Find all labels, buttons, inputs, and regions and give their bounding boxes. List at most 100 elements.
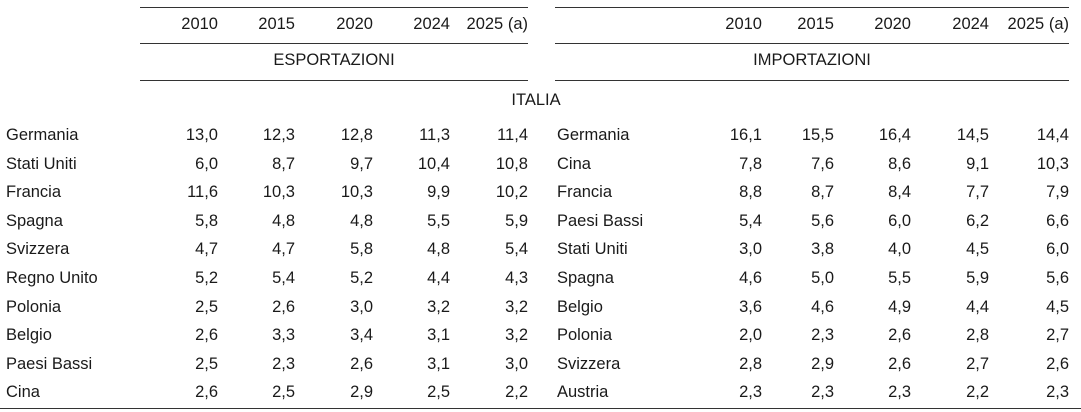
export-value: 3,1 [427,355,450,373]
import-value: 2,9 [811,355,834,373]
export-value: 5,2 [350,269,373,287]
import-year-header: 2024 [952,15,989,33]
import-value: 2,0 [739,326,762,344]
top-rule-imports [555,7,1069,8]
import-value: 3,8 [811,240,834,258]
export-value: 5,8 [350,240,373,258]
export-value: 4,8 [272,212,295,230]
import-value: 16,4 [878,126,911,144]
export-country: Francia [6,183,62,201]
export-value: 4,3 [505,269,528,287]
import-value: 5,6 [1046,269,1069,287]
export-value: 3,1 [427,326,450,344]
import-value: 4,4 [966,298,989,316]
export-country: Svizzera [6,240,70,258]
export-value: 4,7 [272,240,295,258]
export-value: 3,4 [350,326,373,344]
import-value: 4,5 [1046,298,1069,316]
export-value: 2,5 [195,298,218,316]
export-value: 3,3 [272,326,295,344]
export-value: 9,9 [427,183,450,201]
import-country: Paesi Bassi [557,212,644,230]
export-value: 10,3 [262,183,295,201]
export-country: Polonia [6,298,62,316]
export-country: Spagna [6,212,63,230]
exports-header: ESPORTAZIONI [273,51,395,69]
import-value: 2,3 [888,383,911,401]
export-value: 2,5 [427,383,450,401]
export-value: 10,4 [417,155,450,173]
export-value: 2,6 [195,383,218,401]
import-value: 15,5 [801,126,834,144]
group-rule-exports [140,80,528,81]
export-year-header: 2025 (a) [466,15,528,33]
import-country: Francia [557,183,613,201]
import-value: 4,0 [888,240,911,258]
import-value: 3,6 [739,298,762,316]
export-value: 12,8 [340,126,373,144]
export-value: 2,6 [350,355,373,373]
import-value: 5,5 [888,269,911,287]
import-value: 5,9 [966,269,989,287]
export-value: 2,3 [272,355,295,373]
export-value: 8,7 [272,155,295,173]
import-value: 2,7 [1046,326,1069,344]
export-value: 4,7 [195,240,218,258]
header-rule-imports [555,43,1069,44]
import-value: 2,7 [966,355,989,373]
export-year-header: 2020 [336,15,373,33]
section-label: ITALIA [511,91,561,109]
export-country: Regno Unito [6,269,98,287]
export-value: 11,3 [419,126,450,144]
export-value: 9,7 [350,155,373,173]
export-value: 3,2 [505,298,528,316]
import-value: 6,0 [888,212,911,230]
export-value: 11,6 [187,183,218,201]
import-value: 16,1 [729,126,762,144]
export-year-header: 2024 [413,15,450,33]
import-value: 5,4 [739,212,762,230]
export-value: 2,2 [505,383,528,401]
import-country: Polonia [557,326,613,344]
export-value: 2,6 [195,326,218,344]
import-value: 4,6 [739,269,762,287]
export-value: 5,4 [505,240,528,258]
import-value: 2,3 [811,383,834,401]
export-value: 2,5 [195,355,218,373]
bottom-rule [0,408,1081,409]
import-year-header: 2015 [797,15,834,33]
import-value: 8,7 [811,183,834,201]
group-rule-imports [555,80,1069,81]
export-country: Belgio [6,326,52,344]
export-value: 5,5 [427,212,450,230]
import-value: 7,8 [739,155,762,173]
export-value: 4,8 [350,212,373,230]
export-value: 2,6 [272,298,295,316]
export-value: 3,0 [505,355,528,373]
export-value: 13,0 [185,126,218,144]
export-value: 2,5 [272,383,295,401]
import-country: Spagna [557,269,614,287]
import-value: 2,8 [966,326,989,344]
import-value: 7,7 [966,183,989,201]
import-value: 2,8 [739,355,762,373]
import-value: 2,6 [888,355,911,373]
import-year-header: 2025 (a) [1007,15,1069,33]
import-value: 3,0 [739,240,762,258]
import-value: 2,6 [888,326,911,344]
export-country: Stati Uniti [6,155,77,173]
export-value: 10,8 [495,155,528,173]
import-value: 2,6 [1046,355,1069,373]
import-value: 14,4 [1036,126,1069,144]
import-value: 6,2 [966,212,989,230]
import-value: 8,8 [739,183,762,201]
export-value: 4,4 [427,269,450,287]
import-value: 6,0 [1046,240,1069,258]
import-value: 8,4 [888,183,911,201]
import-country: Austria [557,383,609,401]
export-value: 3,0 [350,298,373,316]
export-value: 3,2 [505,326,528,344]
import-country: Stati Uniti [557,240,628,258]
import-value: 5,0 [811,269,834,287]
export-year-header: 2015 [258,15,295,33]
